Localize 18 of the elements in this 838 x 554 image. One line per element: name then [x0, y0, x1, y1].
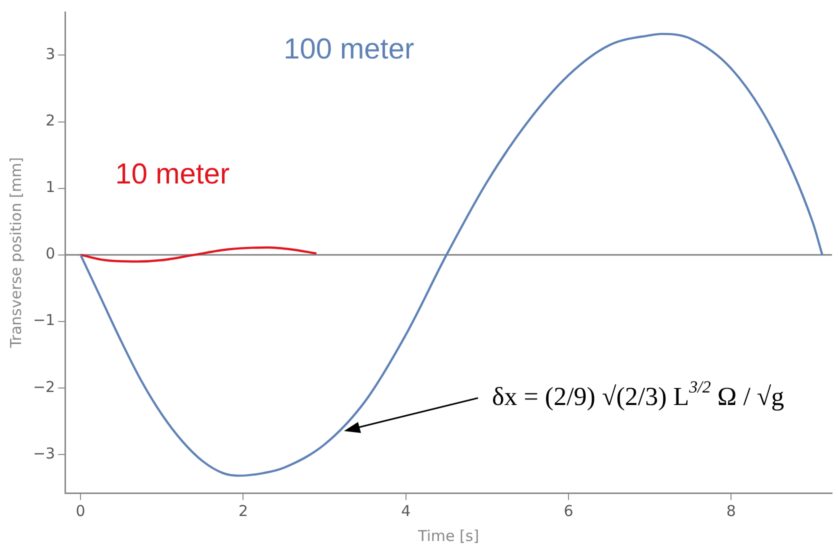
- x-tick-label: 0: [76, 502, 86, 520]
- x-tick-label: 2: [238, 502, 248, 520]
- y-tick-label: −2: [32, 378, 56, 396]
- y-tick-label: 1: [46, 178, 56, 196]
- line-series: [79, 246, 318, 263]
- x-tick-label: 4: [401, 502, 411, 520]
- x-axis-title: Time [s]: [417, 526, 480, 545]
- y-tick-label: 2: [46, 112, 56, 130]
- y-tick-label: 0: [46, 244, 56, 263]
- y-axis-title: Transverse position [mm]: [6, 157, 25, 349]
- x-tick-label: 6: [564, 502, 574, 520]
- x-tick-label: 8: [726, 502, 736, 520]
- y-tick-label: 3: [46, 45, 56, 64]
- text: 10 meter: [115, 158, 230, 191]
- y-tick-label: −3: [32, 444, 56, 462]
- y-tick-label: −1: [32, 311, 56, 330]
- line-series: [79, 32, 824, 477]
- text: 100 meter: [284, 33, 414, 66]
